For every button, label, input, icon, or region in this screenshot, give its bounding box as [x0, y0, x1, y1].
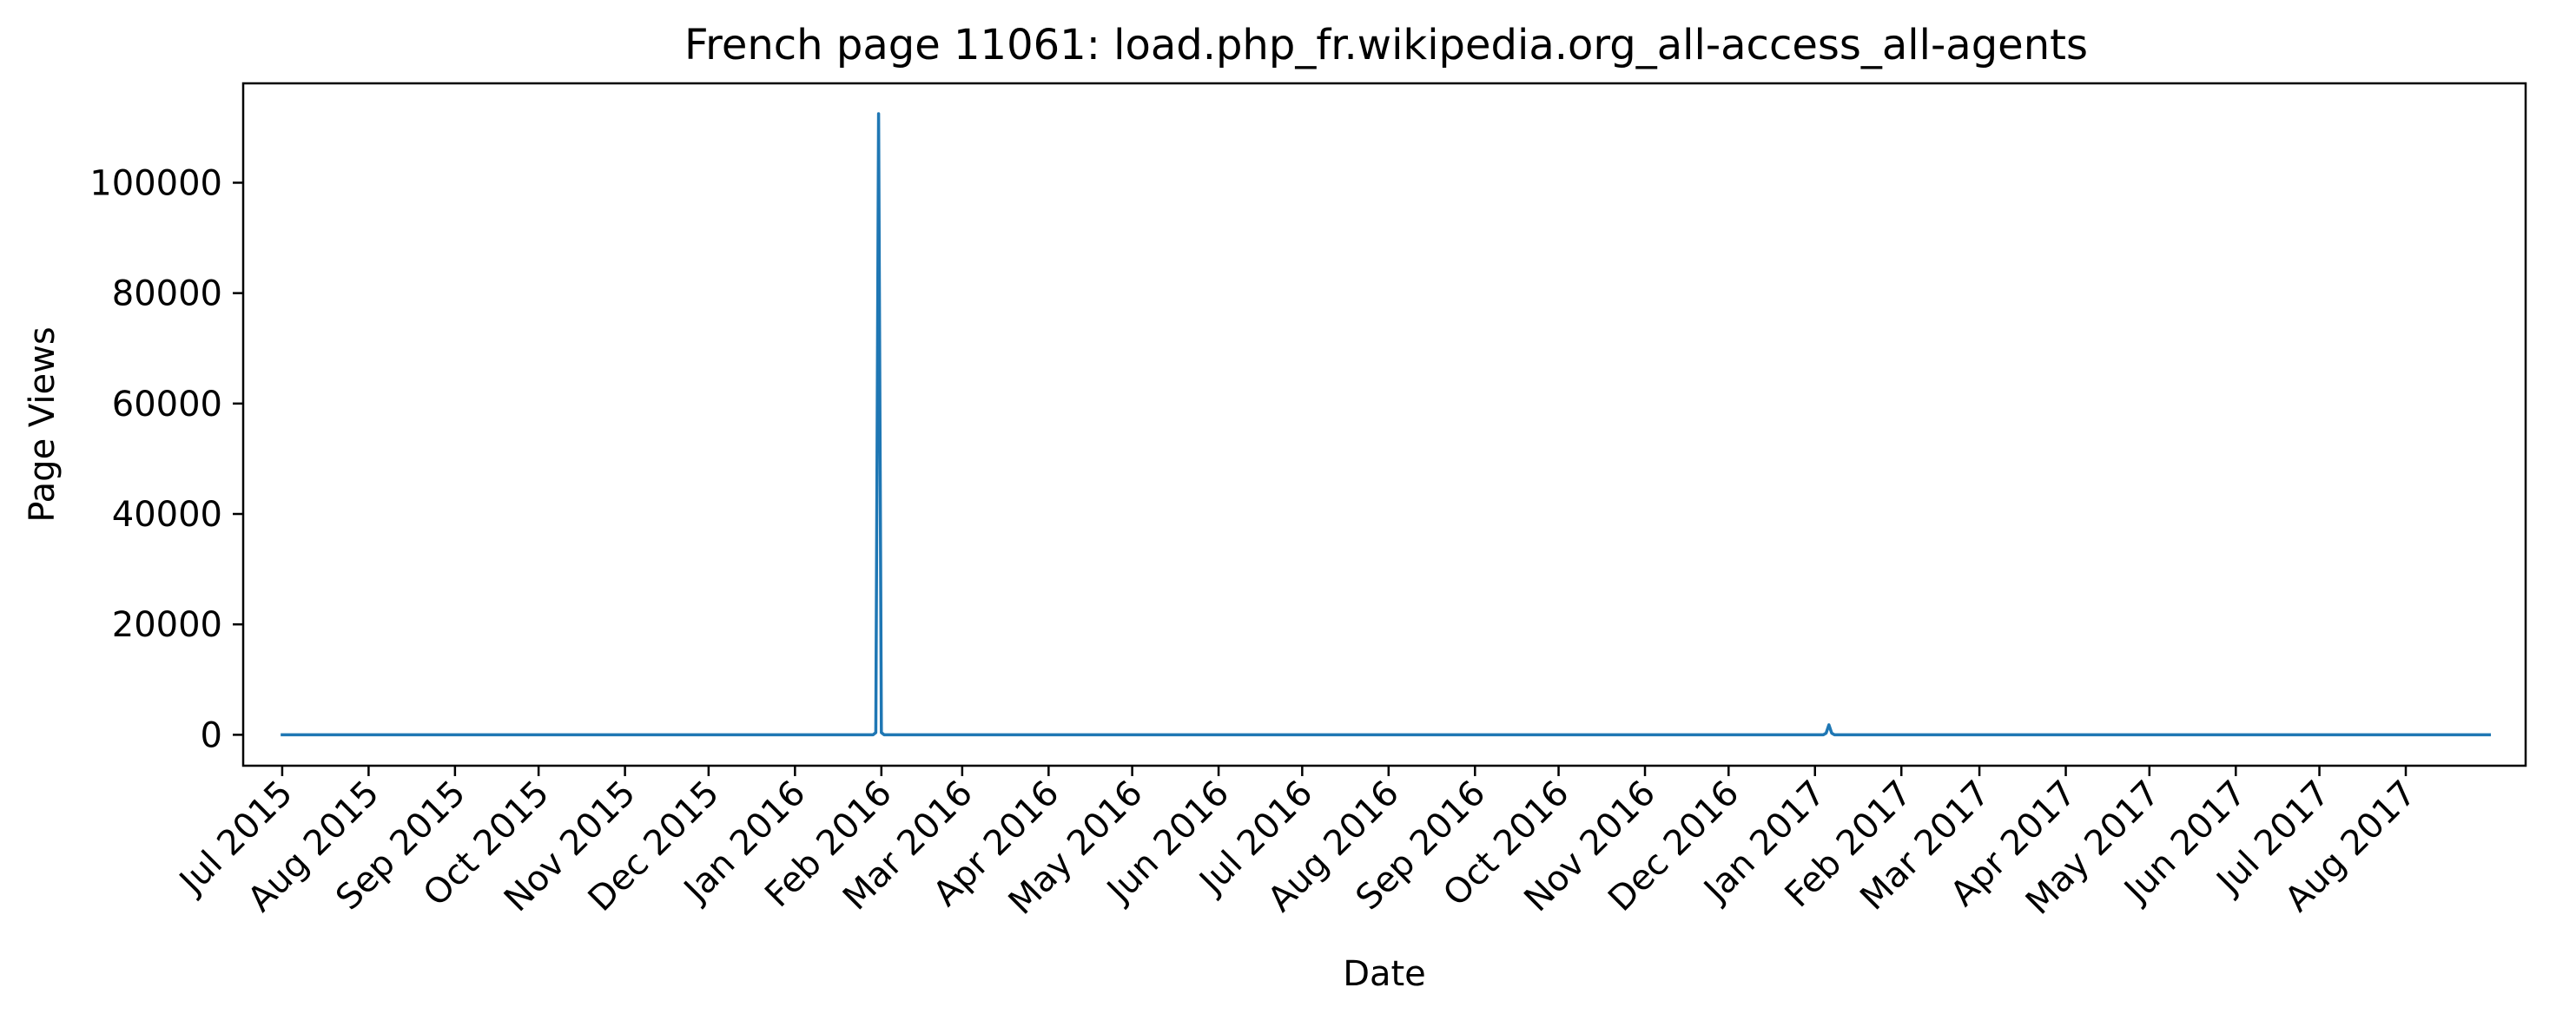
y-tick-label: 20000 — [112, 605, 222, 645]
y-tick-label: 0 — [201, 715, 222, 755]
x-axis-label: Date — [1343, 954, 1426, 994]
plot-frame — [241, 82, 2527, 767]
y-tick-label: 100000 — [89, 163, 222, 203]
y-tick-label: 60000 — [112, 385, 222, 425]
y-axis-label: Page Views — [23, 326, 63, 522]
y-tick-label: 80000 — [112, 274, 222, 314]
y-axis: 0 20000 40000 60000 80000 100000 — [89, 163, 243, 755]
y-tick-label: 40000 — [112, 495, 222, 535]
series-layer — [281, 112, 2492, 737]
series-line — [281, 112, 2492, 737]
chart-title: French page 11061: load.php_fr.wikipedia… — [684, 21, 2088, 69]
